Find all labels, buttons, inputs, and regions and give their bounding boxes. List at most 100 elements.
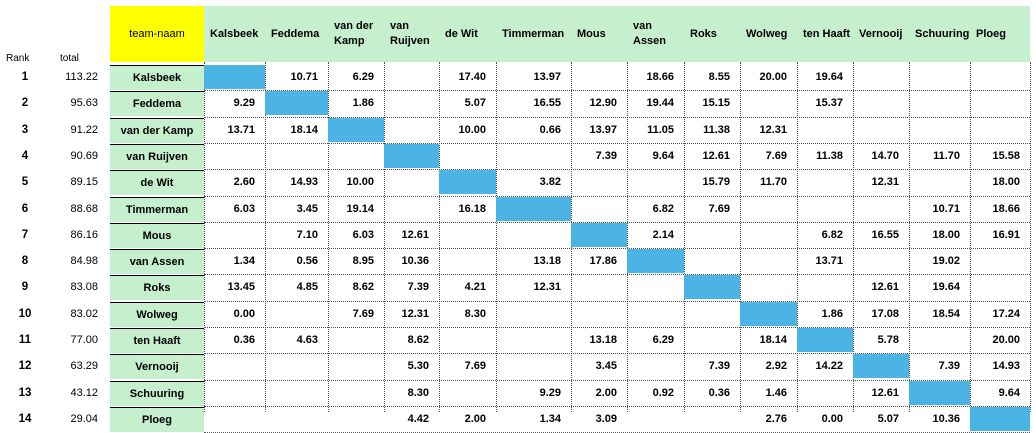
score-cell[interactable]: 12.61 [871, 281, 899, 294]
score-cell[interactable]: 0.92 [652, 386, 674, 399]
team-name-cell[interactable]: Kalsbeek [110, 65, 204, 90]
score-cell[interactable]: 15.15 [702, 97, 730, 110]
score-cell[interactable]: 15.79 [702, 176, 730, 189]
score-cell[interactable] [909, 169, 970, 195]
score-cell[interactable]: 8.95 [352, 255, 374, 268]
score-cell[interactable]: 12.31 [871, 176, 899, 189]
score-cell[interactable]: 3.09 [595, 412, 617, 425]
score-cell[interactable] [204, 406, 265, 432]
score-cell[interactable]: 8.62 [407, 334, 429, 346]
score-cell[interactable]: 13.97 [589, 123, 617, 136]
score-cell[interactable] [970, 274, 1030, 300]
score-cell[interactable]: 3.82 [539, 176, 561, 189]
score-cell[interactable] [909, 90, 970, 116]
score-cell[interactable] [265, 406, 328, 432]
score-cell[interactable]: 20.00 [992, 334, 1020, 346]
score-cell[interactable]: 11.38 [816, 149, 843, 162]
score-cell[interactable] [204, 222, 265, 248]
score-cell[interactable] [853, 117, 909, 143]
score-cell[interactable]: 17.08 [871, 307, 899, 320]
column-header[interactable]: Ploeg [970, 6, 1030, 62]
score-cell[interactable]: 10.00 [346, 176, 374, 189]
score-cell[interactable] [496, 327, 571, 353]
score-cell[interactable]: 1.86 [352, 97, 374, 110]
diagonal-cell[interactable] [970, 406, 1030, 431]
team-name-cell[interactable]: van der Kamp [110, 117, 204, 143]
score-cell[interactable] [265, 143, 328, 169]
score-cell[interactable]: 15.37 [815, 97, 843, 110]
diagonal-cell[interactable] [740, 301, 797, 326]
score-cell[interactable]: 1.34 [233, 255, 255, 268]
score-cell[interactable]: 6.03 [233, 202, 255, 215]
score-cell[interactable] [328, 380, 384, 406]
score-cell[interactable] [627, 406, 684, 432]
score-cell[interactable]: 2.76 [765, 412, 787, 425]
score-cell[interactable] [328, 353, 384, 379]
score-cell[interactable]: 19.14 [346, 202, 374, 215]
diagonal-cell[interactable] [328, 117, 384, 142]
score-cell[interactable]: 8.55 [708, 71, 730, 83]
diagonal-cell[interactable] [853, 354, 909, 379]
score-cell[interactable] [571, 301, 627, 327]
diagonal-cell[interactable] [265, 91, 328, 116]
score-cell[interactable]: 2.00 [464, 412, 486, 425]
score-cell[interactable]: 10.36 [932, 412, 960, 425]
score-cell[interactable]: 16.91 [992, 228, 1020, 241]
score-cell[interactable]: 18.54 [932, 307, 960, 320]
score-cell[interactable] [740, 196, 797, 222]
score-cell[interactable]: 9.64 [652, 149, 674, 162]
score-cell[interactable]: 19.64 [815, 71, 843, 83]
column-header[interactable]: Feddema [265, 6, 328, 62]
score-cell[interactable] [909, 327, 970, 353]
score-cell[interactable] [496, 222, 571, 248]
score-cell[interactable] [970, 64, 1030, 90]
column-header[interactable]: Kalsbeek [204, 6, 265, 62]
diagonal-cell[interactable] [204, 65, 265, 89]
score-cell[interactable]: 14.70 [871, 149, 899, 162]
score-cell[interactable]: 4.63 [296, 334, 318, 346]
score-cell[interactable]: 17.40 [458, 71, 486, 83]
score-cell[interactable]: 5.30 [407, 360, 429, 373]
team-name-cell[interactable]: Vernooij [110, 354, 204, 380]
score-cell[interactable]: 7.39 [595, 149, 617, 162]
score-cell[interactable]: 14.22 [815, 360, 843, 373]
score-cell[interactable]: 19.64 [932, 281, 960, 294]
score-cell[interactable] [853, 248, 909, 274]
team-name-cell[interactable]: Ploeg [110, 406, 204, 432]
score-cell[interactable] [797, 117, 853, 143]
score-cell[interactable] [496, 143, 571, 169]
score-cell[interactable]: 7.69 [765, 149, 787, 162]
score-cell[interactable] [853, 64, 909, 90]
score-cell[interactable]: 17.86 [589, 255, 617, 268]
score-cell[interactable]: 12.31 [759, 123, 787, 136]
column-header[interactable]: Wolweg [740, 6, 797, 62]
score-cell[interactable] [571, 169, 627, 195]
column-header[interactable]: van der Kamp [328, 6, 384, 62]
score-cell[interactable]: 11.70 [933, 149, 960, 162]
score-cell[interactable]: 10.36 [401, 255, 429, 268]
score-cell[interactable]: 5.07 [877, 412, 899, 425]
score-cell[interactable]: 6.29 [352, 71, 374, 83]
score-cell[interactable] [684, 327, 740, 353]
score-cell[interactable] [384, 117, 439, 143]
diagonal-cell[interactable] [439, 170, 496, 195]
score-cell[interactable]: 18.00 [992, 176, 1020, 189]
score-cell[interactable] [740, 90, 797, 116]
score-cell[interactable]: 0.00 [821, 412, 843, 425]
score-cell[interactable]: 1.34 [539, 412, 561, 425]
score-cell[interactable] [970, 90, 1030, 116]
score-cell[interactable]: 1.86 [821, 307, 843, 320]
score-cell[interactable]: 2.92 [765, 360, 787, 373]
column-header[interactable]: van Assen [627, 6, 684, 62]
column-header[interactable]: van Ruijven [384, 6, 439, 62]
score-cell[interactable]: 13.71 [227, 123, 255, 136]
score-cell[interactable] [384, 64, 439, 90]
score-cell[interactable] [740, 222, 797, 248]
team-name-cell[interactable]: van Assen [110, 249, 204, 275]
column-header[interactable]: Roks [684, 6, 740, 62]
diagonal-cell[interactable] [496, 196, 571, 221]
column-header[interactable]: de Wit [439, 6, 496, 62]
score-cell[interactable] [740, 248, 797, 274]
score-cell[interactable] [328, 406, 384, 432]
column-header[interactable]: Schuuring [909, 6, 970, 62]
